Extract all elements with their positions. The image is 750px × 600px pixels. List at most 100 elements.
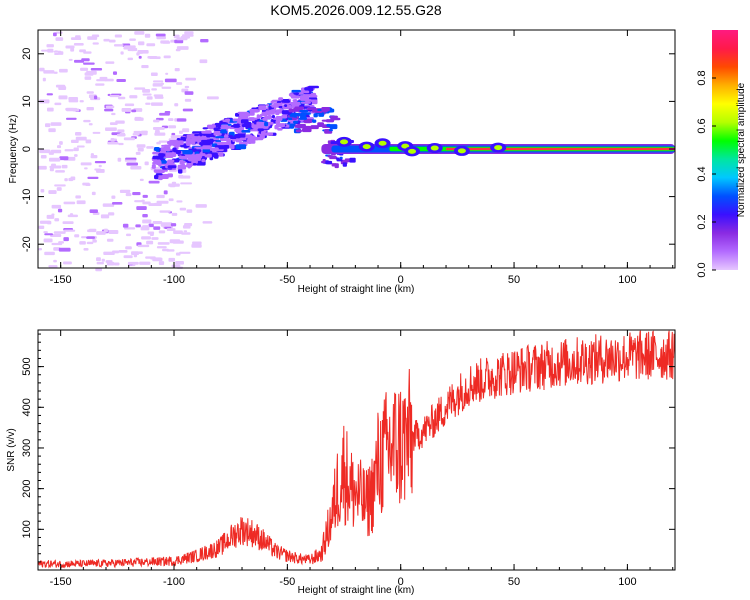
spectrogram-cell: [113, 44, 124, 47]
spectrogram-cell: [299, 117, 307, 120]
spectrogram-cell: [142, 88, 151, 93]
spectrogram-cell: [257, 128, 264, 132]
spectrogram-cell: [59, 141, 63, 145]
spectrogram-tone-line: [321, 136, 675, 157]
spectrogram-cell: [170, 223, 177, 227]
spectrogram-cell: [58, 241, 64, 244]
colorbar-tick-label: 0.8: [696, 70, 708, 85]
spectrogram-cell: [303, 90, 310, 94]
spectrogram-cell: [299, 95, 310, 100]
spectrogram-cell: [168, 118, 174, 121]
spectrogram-cell: [56, 187, 62, 191]
spectrogram-cell: [96, 261, 104, 265]
spectrogram-cell: [96, 257, 101, 262]
spectrogram-cell: [292, 99, 298, 102]
spectrogram-cell: [109, 122, 118, 125]
spectrogram-cell: [165, 72, 169, 75]
spectrogram-cell: [192, 241, 202, 245]
spectrogram-cell: [119, 189, 131, 194]
spectrogram-cell: [166, 228, 176, 232]
spectrogram-cell: [267, 114, 272, 118]
spectrogram-cell: [80, 67, 89, 71]
spectrogram-cell: [195, 204, 207, 208]
y-tick-label: 500: [21, 357, 33, 375]
spectrogram-cell: [277, 127, 283, 131]
spectrogram-cell: [132, 192, 141, 196]
spectrogram-cell: [289, 114, 296, 117]
tone-blob-core: [430, 145, 439, 151]
spectrogram-cell: [108, 39, 116, 43]
spectrogram-cell: [197, 135, 205, 141]
spectrogram-cell: [157, 242, 170, 245]
spectrogram-cell: [63, 261, 72, 265]
x-tick-label: -150: [50, 274, 72, 286]
y-tick-label: -10: [21, 189, 33, 205]
spectrogram-cell: [151, 237, 159, 240]
spectrogram-cell: [112, 201, 123, 205]
spectrogram-cell: [79, 100, 84, 103]
spectrogram-cell: [156, 141, 161, 145]
spectrogram-cell: [185, 77, 197, 81]
spectrogram-cell: [132, 133, 140, 136]
spectrogram-cell: [292, 120, 299, 124]
spectrogram-cell: [186, 141, 191, 147]
spectrogram-cell: [75, 132, 82, 136]
spectrogram-cell: [155, 33, 166, 37]
spectrogram-cell: [86, 236, 95, 239]
spectrogram-cell: [192, 162, 197, 166]
spectrogram-cell: [86, 106, 94, 111]
spectrogram-cell: [123, 137, 135, 141]
spectrogram-cell: [74, 234, 80, 238]
colorbar-tick-label: 0.4: [696, 166, 708, 181]
spectrogram-cell: [105, 61, 115, 64]
spectrogram-cell: [215, 136, 224, 139]
spectrogram-cell: [54, 102, 62, 106]
spectrogram-cell: [106, 238, 114, 242]
spectrogram-cell: [107, 141, 119, 145]
spectrogram-cell: [108, 230, 119, 235]
spectrogram-cell: [206, 132, 216, 138]
spectrogram-cell: [126, 233, 131, 237]
spectrogram-x-ticks: -150 -100 -50 0 50 100: [37, 30, 674, 286]
spectrogram-cell: [304, 87, 312, 91]
spectrogram-cell: [109, 95, 120, 98]
spectrogram-cell: [55, 170, 65, 173]
spectrogram-cell: [266, 104, 270, 107]
spectrogram-cell: [140, 130, 148, 134]
spectrogram-cell: [100, 214, 110, 219]
spectrogram-cell: [249, 108, 259, 113]
spectrogram-cell: [117, 157, 122, 162]
spectrogram-cell: [68, 58, 73, 61]
spectrogram-cell: [150, 102, 163, 106]
spectrogram-cell: [53, 231, 66, 234]
spectrogram-cell: [123, 255, 133, 259]
spectrogram-cell: [134, 116, 142, 121]
spectrogram-cell: [167, 159, 175, 163]
spectrogram-cell: [263, 132, 274, 136]
spectrogram-cell: [290, 95, 300, 99]
spectrogram-cell: [207, 153, 212, 158]
spectrogram-cell: [154, 132, 166, 136]
spectrogram-cell: [152, 80, 164, 83]
spectrogram-cell: [119, 132, 126, 137]
spectrogram-cell: [63, 229, 76, 232]
spectrogram-cell: [136, 144, 146, 148]
spectrogram-cell: [50, 233, 62, 238]
spectrogram-cell: [86, 70, 97, 75]
spectrogram-cell: [96, 168, 105, 173]
spectrogram-cell: [200, 39, 209, 43]
spectrogram-cell: [70, 176, 76, 181]
spectrogram-cell: [171, 212, 178, 216]
spectrogram-cell: [103, 203, 112, 207]
spectrogram-cell: [237, 111, 249, 114]
spectrogram-cell: [220, 130, 228, 134]
spectrogram-cell: [268, 106, 272, 110]
spectrogram-cell: [57, 145, 62, 149]
spectrogram-cell: [175, 140, 184, 146]
spectrogram-cell: [223, 134, 229, 138]
spectrogram-cell: [176, 82, 183, 85]
spectrogram-cell: [103, 38, 110, 42]
spectrogram-cell: [90, 155, 98, 159]
spectrogram-cell: [134, 200, 144, 203]
spectrogram-cell: [336, 158, 343, 162]
